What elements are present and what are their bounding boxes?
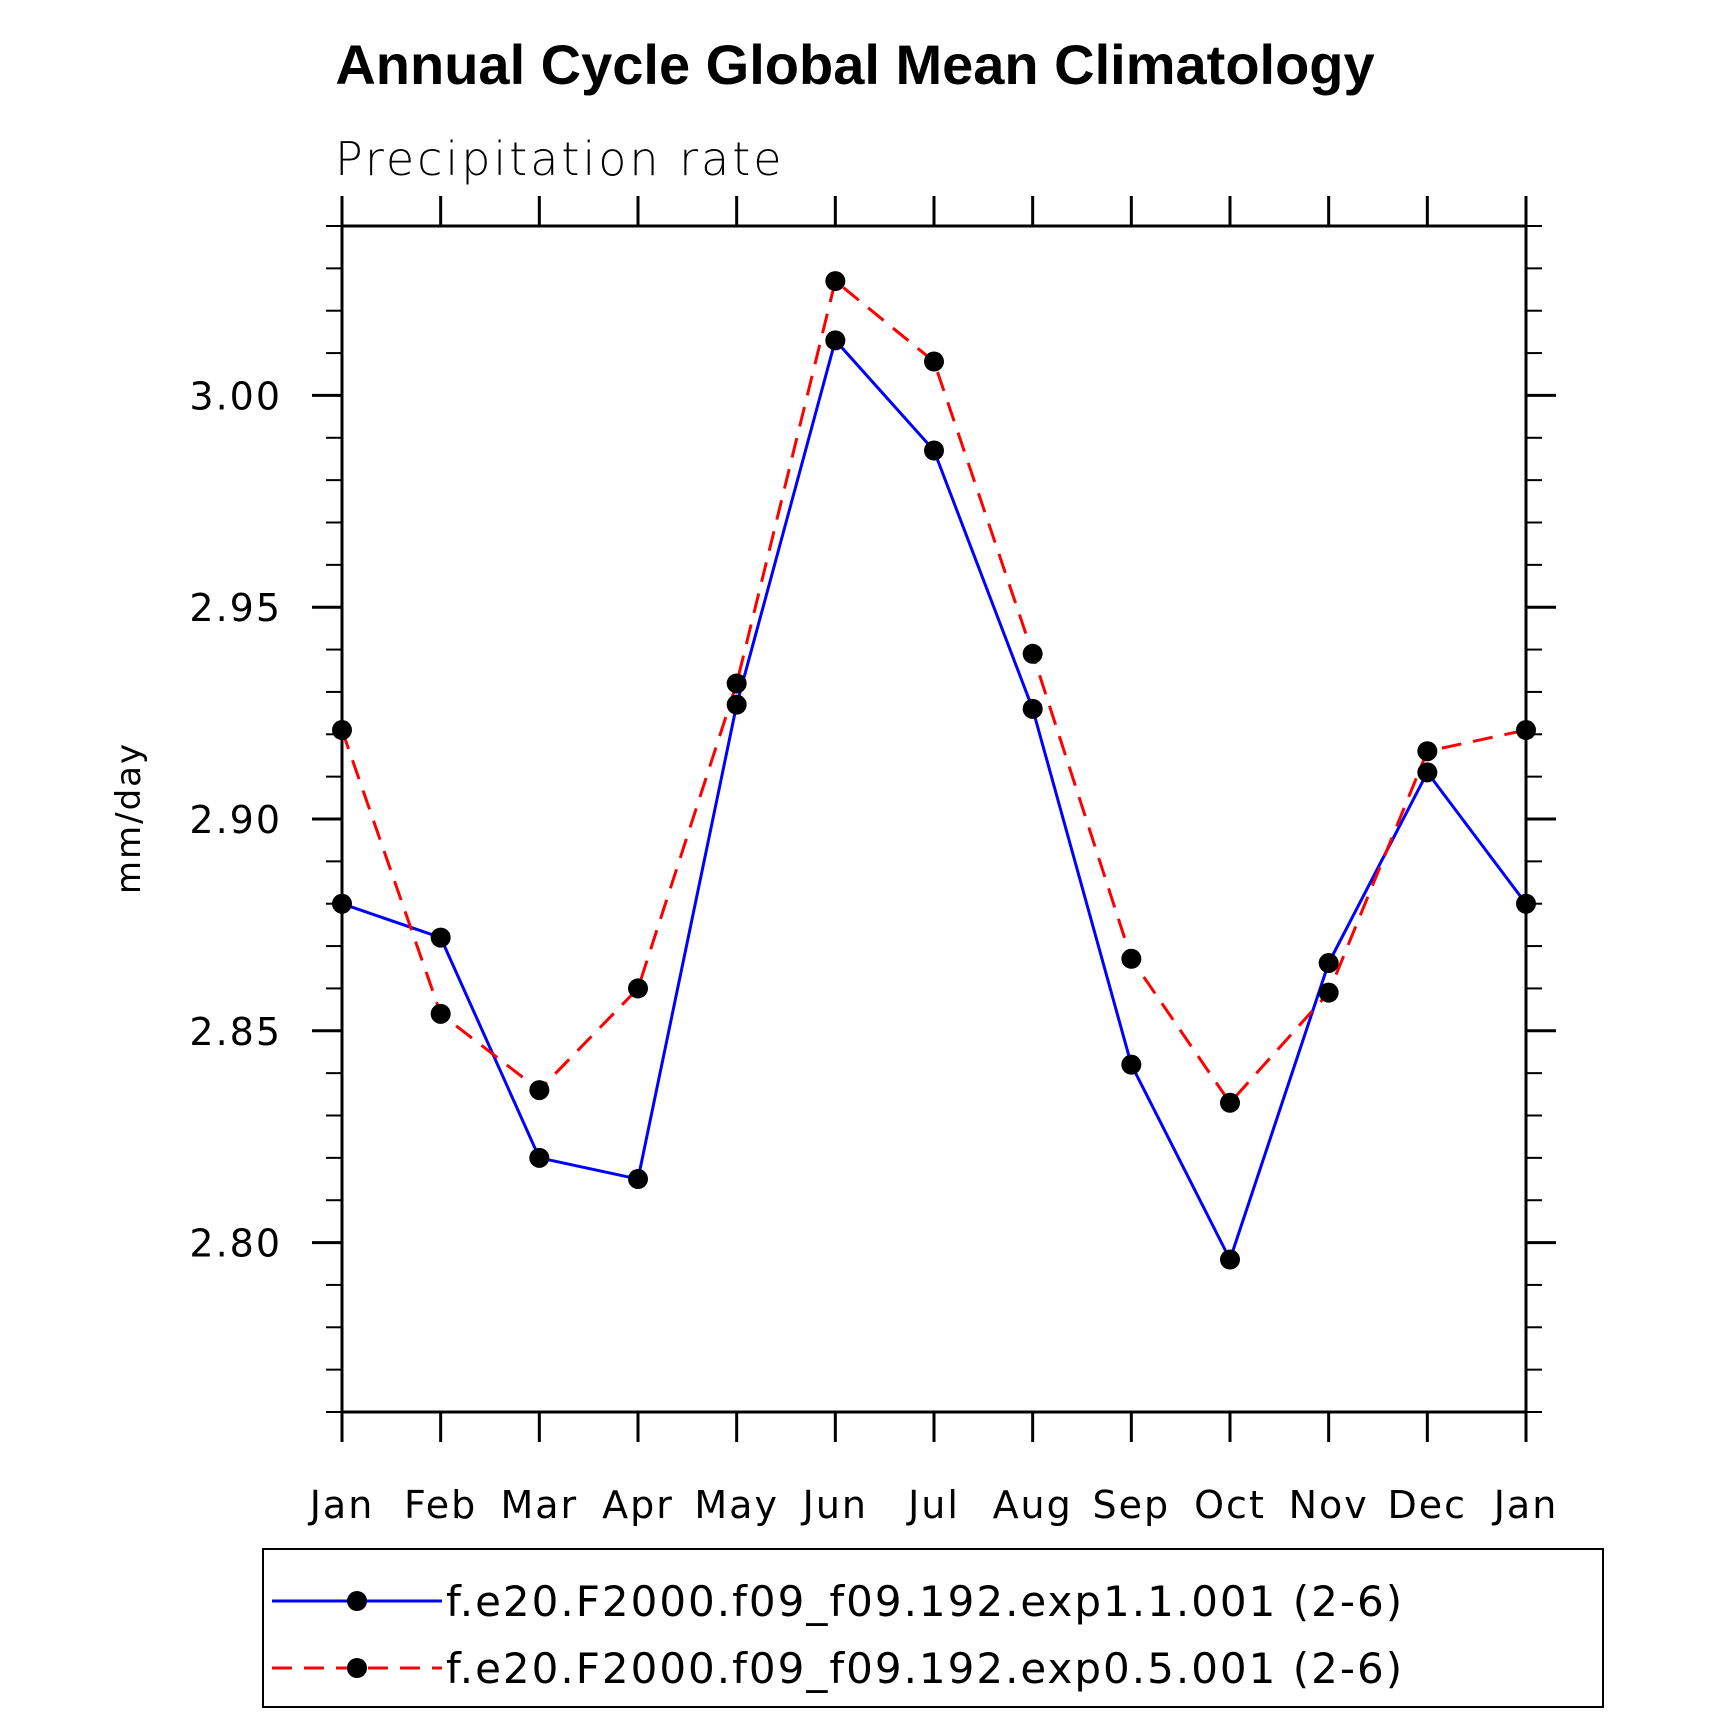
data-point-series-2 — [726, 673, 747, 694]
x-tick-labels: Jan Feb Mar Apr May Jun Jul Aug Sep Oct Nov Dec Jan — [308, 1483, 1559, 1527]
series-line-2 — [340, 278, 1527, 1106]
data-point-series-1 — [430, 927, 451, 948]
legend-marker-1 — [347, 1591, 367, 1611]
data-point-series-2 — [1318, 982, 1339, 1003]
x-tick-label: Jun — [801, 1483, 868, 1527]
x-tick-label: Jan — [308, 1483, 375, 1527]
data-point-series-2 — [628, 978, 648, 999]
series-layer — [340, 278, 1528, 1264]
data-point-series-1 — [924, 440, 944, 461]
data-point-series-1 — [628, 1169, 648, 1190]
chart-title: Annual Cycle Global Mean Climatology — [335, 33, 1374, 96]
data-point-series-1 — [1220, 1249, 1240, 1270]
data-point-series-2 — [1121, 948, 1142, 969]
y-tick-label: 2.95 — [189, 586, 282, 630]
legend: f.e20.F2000.f09_f09.192.exp1.1.001 (2-6)… — [262, 1548, 1604, 1708]
data-point-series-2 — [924, 351, 944, 372]
chart-subtitle: Precipitation rate — [335, 132, 785, 186]
x-tick-label: Jul — [906, 1483, 960, 1527]
y-tick-label: 2.85 — [189, 1010, 282, 1054]
legend-label-1: f.e20.F2000.f09_f09.192.exp1.1.001 (2-6) — [446, 1577, 1404, 1626]
x-tick-label: Apr — [602, 1483, 674, 1527]
data-point-series-2 — [1417, 741, 1438, 762]
x-tick-label: Sep — [1093, 1483, 1171, 1527]
y-tick-label: 3.00 — [189, 374, 282, 418]
y-tick-label: 2.80 — [189, 1222, 282, 1266]
y-axis-label: mm/day — [109, 742, 149, 894]
data-point-series-2 — [1516, 720, 1536, 741]
legend-box — [262, 1548, 1604, 1708]
x-tick-label: May — [694, 1483, 779, 1527]
data-point-series-1 — [529, 1147, 550, 1168]
data-point-series-1 — [726, 694, 747, 715]
data-point-series-2 — [529, 1080, 550, 1101]
series-line-1 — [341, 337, 1528, 1264]
legend-items: f.e20.F2000.f09_f09.192.exp1.1.001 (2-6)… — [272, 1577, 1404, 1693]
x-tick-label: Mar — [500, 1483, 578, 1527]
legend-marker-2 — [347, 1658, 367, 1678]
plot-frame — [340, 224, 1528, 1414]
x-tick-label: Feb — [404, 1483, 477, 1527]
data-point-series-1 — [332, 893, 352, 914]
x-tick-label: Jan — [1492, 1483, 1559, 1527]
x-tick-label: Nov — [1289, 1483, 1369, 1527]
data-point-series-2 — [430, 1003, 451, 1024]
legend-label-2: f.e20.F2000.f09_f09.192.exp0.5.001 (2-6) — [446, 1644, 1404, 1693]
data-point-series-1 — [1121, 1054, 1142, 1075]
y-tick-label: 2.90 — [189, 798, 282, 842]
x-tick-label: Aug — [993, 1483, 1073, 1527]
y-tick-labels: 2.80 2.85 2.90 2.95 3.00 — [189, 374, 282, 1266]
data-point-series-1 — [1022, 698, 1043, 719]
data-point-series-2 — [1022, 643, 1043, 664]
data-point-series-2 — [825, 271, 846, 292]
data-point-series-1 — [1318, 953, 1339, 974]
markers-layer — [332, 271, 1536, 1270]
data-point-series-1 — [1516, 893, 1536, 914]
x-tick-label: Oct — [1194, 1483, 1266, 1527]
data-point-series-1 — [1417, 762, 1438, 783]
x-tick-label: Dec — [1388, 1483, 1468, 1527]
data-point-series-2 — [332, 720, 352, 741]
data-point-series-2 — [1220, 1092, 1240, 1113]
axis-ticks — [312, 196, 1556, 1442]
data-point-series-1 — [825, 330, 846, 351]
